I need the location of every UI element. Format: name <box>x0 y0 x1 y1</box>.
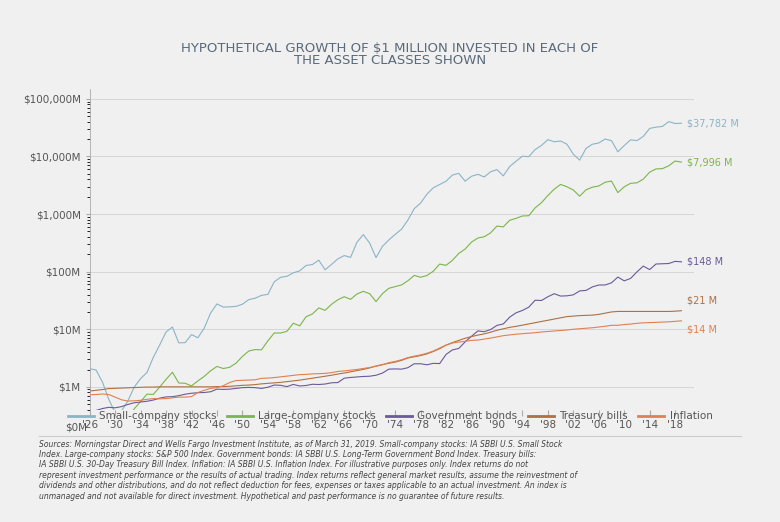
Text: HYPOTHETICAL GROWTH OF $1 MILLION INVESTED IN EACH OF: HYPOTHETICAL GROWTH OF $1 MILLION INVEST… <box>182 42 598 55</box>
Text: $37,782 M: $37,782 M <box>686 118 739 128</box>
Text: $7,996 M: $7,996 M <box>686 157 732 167</box>
Text: $14 M: $14 M <box>686 325 717 335</box>
Text: $0M: $0M <box>65 423 87 433</box>
Text: THE ASSET CLASSES SHOWN: THE ASSET CLASSES SHOWN <box>294 54 486 67</box>
Legend: Small-company stocks, Large-company stocks, Government bonds, Treasury bills, In: Small-company stocks, Large-company stoc… <box>63 407 717 425</box>
Text: $148 M: $148 M <box>686 257 723 267</box>
Text: $21 M: $21 M <box>686 295 717 305</box>
Text: Sources: Morningstar Direct and Wells Fargo Investment Institute, as of March 31: Sources: Morningstar Direct and Wells Fa… <box>39 440 577 501</box>
